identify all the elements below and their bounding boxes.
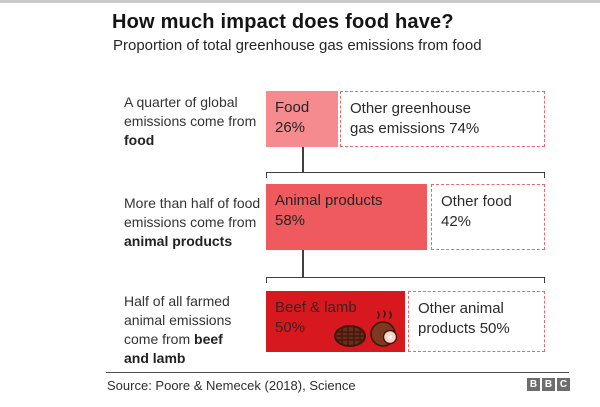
bar-segment-food: Food 26% [266, 91, 338, 147]
connector-bracket-1 [266, 172, 545, 178]
bbc-logo-block-1: B [527, 378, 540, 391]
bar-segment-other-animal-products: Other animal products 50% [408, 291, 545, 352]
connector-line-1 [302, 147, 304, 172]
bar-segment-animal-products-value: 58% [275, 212, 306, 229]
bar-segment-beef-lamb-value: 50% [275, 319, 306, 336]
bar-segment-food-label: Food [275, 99, 310, 116]
source-text: Source: Poore & Nemecek (2018), Science [107, 378, 356, 393]
bar-segment-beef-lamb: Beef & lamb 50% [266, 291, 405, 352]
source-divider [106, 372, 569, 373]
chart-subtitle: Proportion of total greenhouse gas emiss… [113, 37, 482, 54]
bbc-logo: B B C [527, 378, 570, 391]
row-label-beef-lamb: Half of all farmed animal emissions come… [124, 293, 232, 366]
bbc-logo-block-2: B [542, 378, 555, 391]
bar-segment-beef-lamb-label: Beef & lamb [275, 299, 357, 316]
bar-segment-food-value: 26% [275, 119, 306, 136]
bbc-logo-block-3: C [557, 378, 570, 391]
bar-segment-other-food: Other food 42% [431, 184, 545, 250]
bar-segment-other-greenhouse: Other greenhouse gas emissions 74% [340, 91, 545, 147]
connector-line-2 [302, 250, 304, 277]
steak-icon [334, 325, 366, 347]
connector-bracket-2 [266, 277, 545, 283]
bar-segment-animal-products-label: Animal products [275, 192, 383, 209]
row-label-food: A quarter of global emissions come from … [124, 94, 257, 148]
ham-icon [370, 310, 398, 347]
top-border-strip [0, 0, 600, 3]
row-label-animal-products: More than half of food emissions come fr… [124, 195, 261, 249]
chart-title: How much impact does food have? [112, 11, 454, 33]
bar-segment-animal-products: Animal products 58% [266, 184, 427, 250]
meat-icons [333, 310, 400, 348]
